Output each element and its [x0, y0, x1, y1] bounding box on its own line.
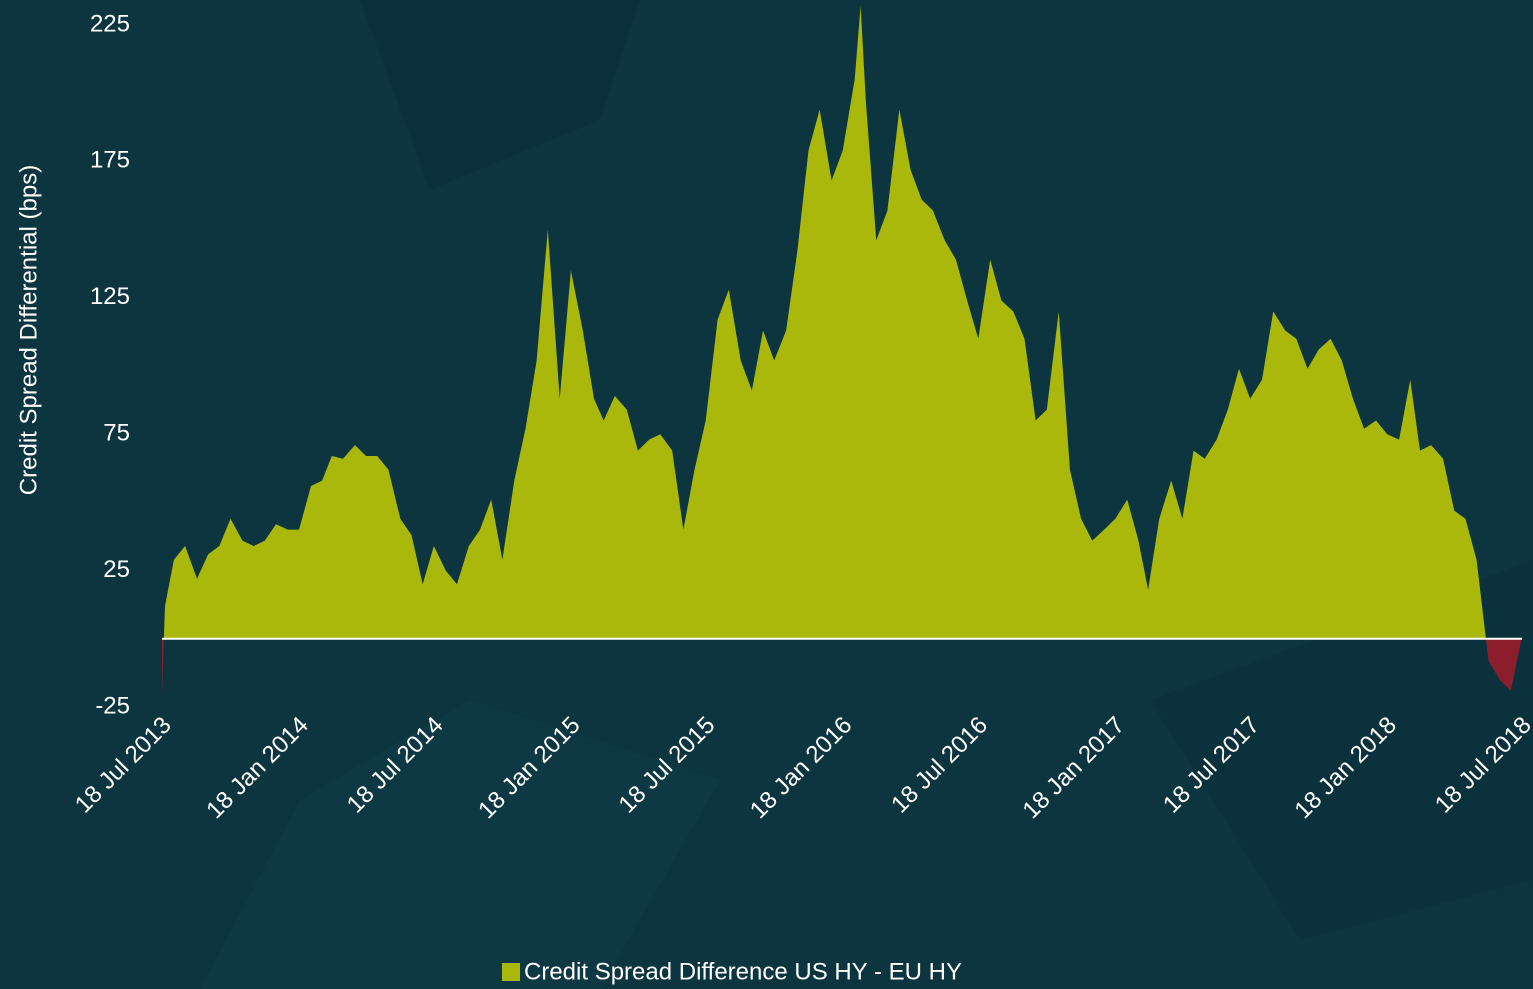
y-axis-label: Credit Spread Differential (bps) — [15, 165, 42, 495]
legend-swatch — [502, 963, 520, 981]
y-tick-label: 175 — [90, 147, 130, 174]
legend-label: Credit Spread Difference US HY - EU HY — [524, 958, 962, 985]
y-tick-label: 25 — [103, 556, 130, 583]
y-tick-label: 225 — [90, 10, 130, 37]
chart: Credit Spread Differential (bps) -25 25 75… — [0, 0, 1533, 989]
y-tick-label: -25 — [95, 692, 130, 719]
y-tick-label: 75 — [103, 420, 130, 447]
y-tick-label: 125 — [90, 283, 130, 310]
page: Credit Spread Differential (bps) -25 25 75… — [0, 0, 1533, 989]
